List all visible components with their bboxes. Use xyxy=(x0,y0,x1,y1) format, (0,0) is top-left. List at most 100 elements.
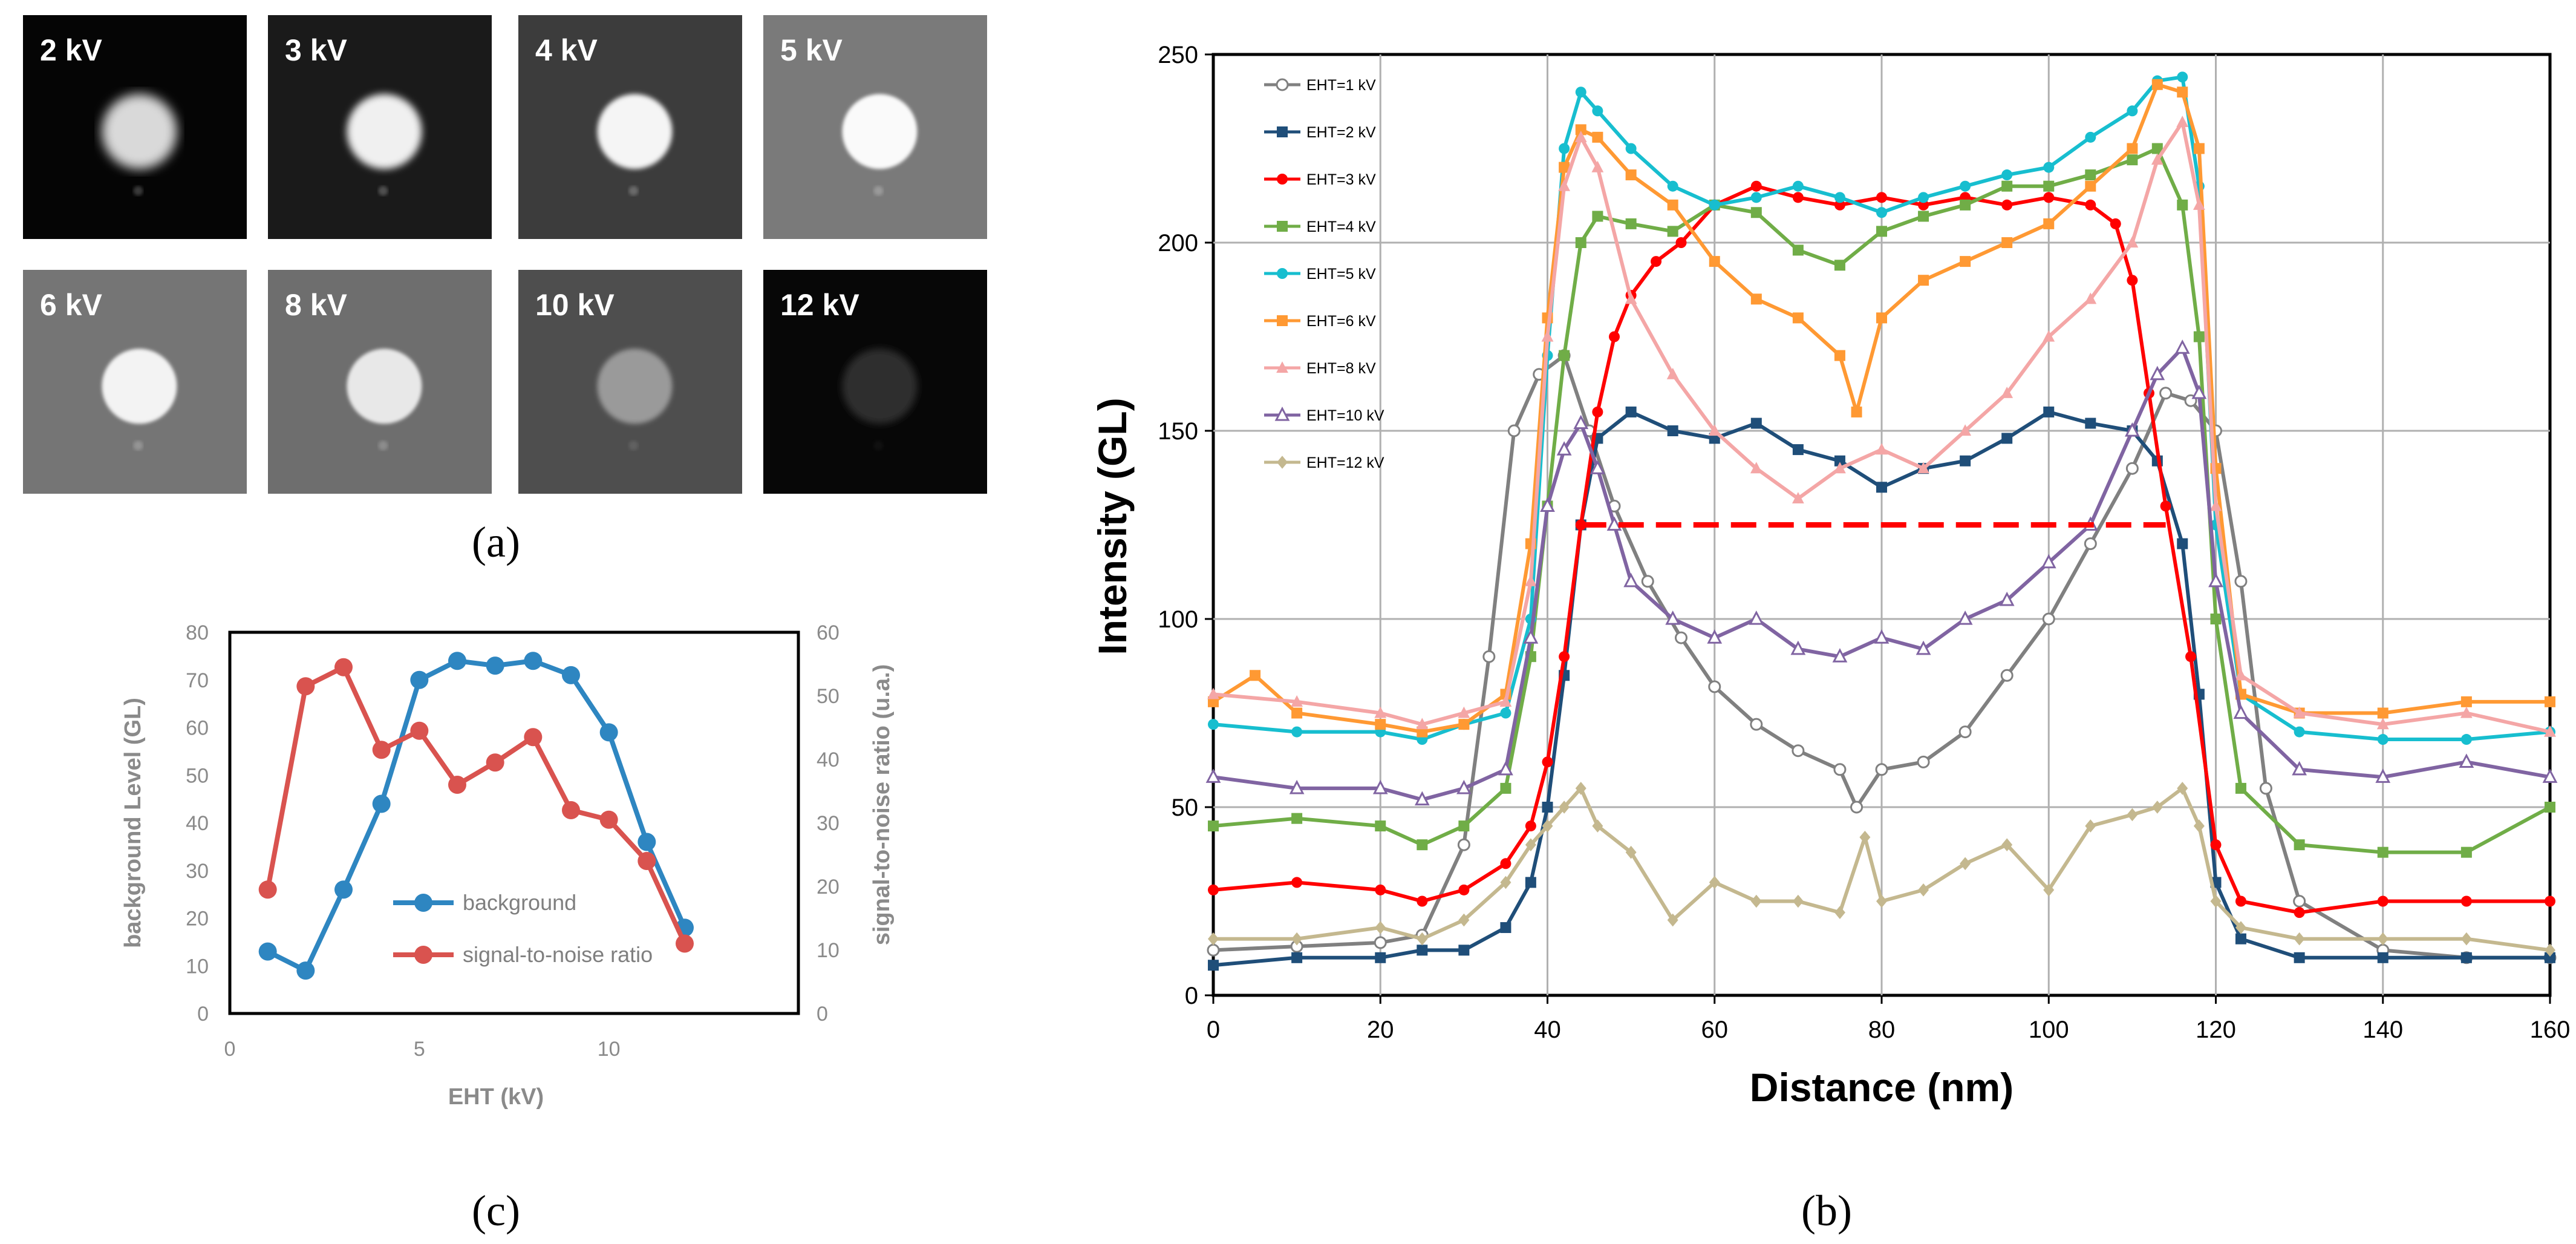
x-tick-label: 60 xyxy=(1701,1016,1729,1043)
data-point xyxy=(1667,425,1678,436)
x-tick-label: 80 xyxy=(1868,1016,1896,1043)
data-point xyxy=(1458,944,1470,956)
data-point xyxy=(1500,782,1511,794)
data-point xyxy=(1542,819,1553,833)
data-point xyxy=(486,656,504,675)
panel-b-series xyxy=(1205,71,2558,971)
data-point xyxy=(2127,275,2138,286)
data-point xyxy=(1667,199,1678,211)
data-point xyxy=(2127,105,2138,117)
y2-tick-label: 10 xyxy=(817,939,840,962)
sem-particle-disk xyxy=(842,94,918,169)
data-point xyxy=(1556,441,1572,456)
data-point xyxy=(1542,802,1553,813)
data-point xyxy=(2259,782,2272,795)
data-point xyxy=(2208,572,2223,588)
data-point xyxy=(2043,192,2055,203)
data-point xyxy=(1749,610,1764,625)
data-point xyxy=(2294,839,2305,851)
x-tick-label: 160 xyxy=(2530,1016,2571,1043)
data-point xyxy=(1960,180,1971,192)
data-point xyxy=(1417,944,1428,956)
data-point xyxy=(2127,808,2138,822)
legend-label: EHT=6 kV xyxy=(1306,313,1376,330)
sem-tile: 12 kV xyxy=(763,270,987,494)
data-point xyxy=(2151,800,2163,814)
data-point xyxy=(1276,78,1289,91)
data-point xyxy=(1559,162,1570,173)
data-point xyxy=(2210,894,2222,908)
data-point xyxy=(1999,591,2015,606)
data-point xyxy=(1792,492,1804,504)
data-point xyxy=(1575,124,1586,136)
data-point xyxy=(1850,800,1864,814)
data-point xyxy=(2177,538,2188,549)
data-point xyxy=(1372,779,1388,794)
data-point xyxy=(1542,756,1553,768)
data-point xyxy=(1708,680,1721,693)
sem-particle-shadow xyxy=(628,186,639,196)
data-point xyxy=(2210,614,2222,624)
data-point xyxy=(2001,199,2013,211)
data-point xyxy=(1916,640,1931,655)
data-point xyxy=(1277,456,1288,469)
data-point xyxy=(1874,629,1890,644)
data-point xyxy=(1291,932,1303,946)
data-point xyxy=(2001,387,2014,398)
sem-tile: 8 kV xyxy=(268,270,492,494)
data-point xyxy=(410,670,429,689)
data-point xyxy=(1958,725,1972,739)
data-point xyxy=(2460,895,2472,907)
sem-particle-shadow xyxy=(873,440,884,451)
sem-tile-label: 4 kV xyxy=(535,33,598,67)
data-point xyxy=(1918,199,1929,211)
data-point xyxy=(1625,143,1637,154)
data-point xyxy=(1575,782,1586,795)
series-line xyxy=(1213,184,2550,915)
x-tick-label: 20 xyxy=(1367,1016,1394,1043)
data-point xyxy=(1960,857,1971,871)
data-point xyxy=(1277,126,1288,137)
data-point xyxy=(2110,218,2121,229)
data-point xyxy=(2460,696,2472,707)
panel-a-caption: (a) xyxy=(472,518,520,566)
data-point xyxy=(1957,610,1973,625)
series-eht-1-kv xyxy=(1207,349,2557,964)
data-point xyxy=(1960,455,1971,466)
data-point xyxy=(2193,819,2205,833)
data-point xyxy=(1792,192,1804,203)
data-point xyxy=(2193,198,2205,210)
data-point xyxy=(2235,669,2247,681)
sem-particle-shadow xyxy=(378,440,388,451)
data-point xyxy=(1277,174,1288,185)
data-point xyxy=(1708,424,1721,436)
data-point xyxy=(562,801,580,819)
data-point xyxy=(1792,312,1804,324)
data-point xyxy=(2177,199,2188,211)
panel-b-caption: (b) xyxy=(1801,1187,1852,1235)
data-point xyxy=(2293,706,2306,718)
data-point xyxy=(1876,226,1887,237)
y-tick-label: 20 xyxy=(186,908,209,931)
data-point xyxy=(2151,79,2163,90)
sem-tile: 5 kV xyxy=(763,15,987,239)
data-point xyxy=(2176,116,2189,128)
panel-c-legend-label-snr: signal-to-noise ratio xyxy=(463,942,653,967)
data-point xyxy=(372,794,391,813)
data-point xyxy=(2042,612,2055,626)
data-point xyxy=(1575,237,1586,248)
data-point xyxy=(2377,895,2389,907)
data-point xyxy=(258,880,277,899)
data-point xyxy=(2127,154,2138,166)
sem-tile: 6 kV xyxy=(23,270,247,494)
data-point xyxy=(1792,894,1804,908)
data-point xyxy=(1499,695,1512,707)
data-point xyxy=(1709,199,1720,211)
data-point xyxy=(1918,275,1929,286)
data-point xyxy=(334,880,353,899)
data-point xyxy=(1207,687,1219,699)
data-point xyxy=(2460,846,2472,858)
data-point xyxy=(2125,462,2139,475)
data-point xyxy=(2545,952,2555,963)
data-point xyxy=(1208,884,1219,895)
